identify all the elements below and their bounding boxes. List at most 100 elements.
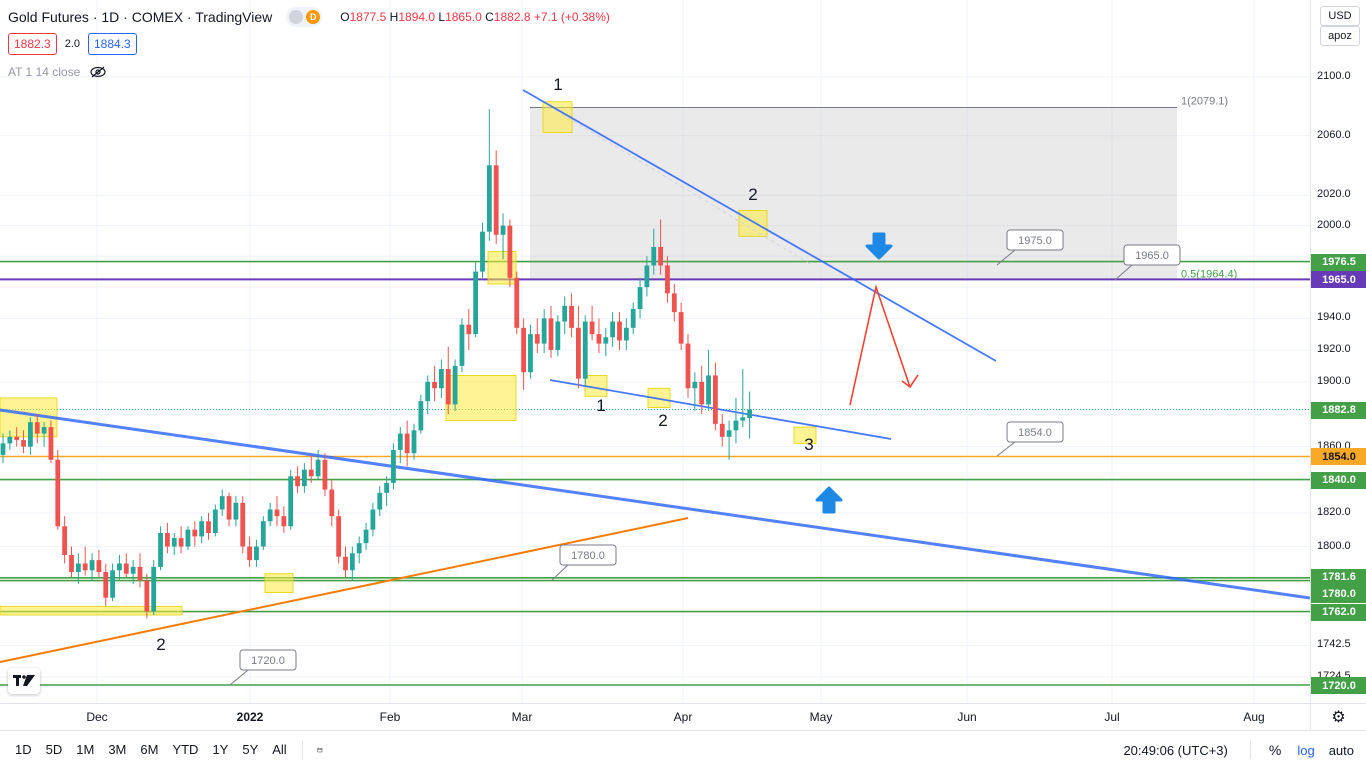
- candle-body: [713, 375, 718, 424]
- price-chart[interactable]: 1(2079.1) 0.5(1964.4) 1975.0 1965.0 1854.0 17…: [0, 0, 1310, 703]
- candle-body: [534, 334, 540, 344]
- candle-body: [21, 440, 26, 447]
- candle-body: [658, 247, 663, 266]
- go-to-date-calendar-icon[interactable]: [311, 742, 329, 758]
- range-ytd-button[interactable]: YTD: [172, 742, 199, 757]
- timezone-clock[interactable]: 20:49:06 (UTC+3): [1123, 742, 1228, 758]
- candle-body: [117, 563, 122, 571]
- callout-label: 1975.0: [1018, 235, 1052, 247]
- price-tick: 2100.0: [1317, 70, 1351, 82]
- candle-body: [425, 381, 431, 402]
- market-status-flag[interactable]: D: [286, 7, 323, 27]
- candle-body: [96, 560, 102, 573]
- candle-body: [363, 529, 369, 544]
- candle-body: [603, 337, 609, 344]
- candle-body: [514, 277, 520, 328]
- candle-body: [281, 516, 287, 527]
- long-downtrend-line: [0, 408, 1310, 600]
- candle-body: [562, 305, 568, 322]
- time-label: Jun: [957, 710, 977, 724]
- delayed-badge: D: [306, 10, 321, 24]
- time-label: May: [809, 710, 833, 724]
- currency-button[interactable]: USD: [1320, 6, 1360, 26]
- callout-pointer: [229, 669, 249, 686]
- forecast-path: [849, 284, 911, 406]
- candle-body: [178, 538, 184, 547]
- candle-body: [110, 570, 115, 598]
- candle-body: [322, 459, 328, 490]
- candle-body: [480, 231, 485, 272]
- sell-button[interactable]: 1882.3: [8, 33, 57, 55]
- candle-body: [137, 566, 143, 581]
- candle-body: [685, 343, 691, 389]
- indicator-label[interactable]: AT 1 14 close: [8, 65, 81, 79]
- range-1d-button[interactable]: 1D: [15, 742, 32, 757]
- price-level-label: 1854.0: [1311, 448, 1366, 466]
- chart-legend: Gold Futures · 1D · COMEX · TradingView …: [8, 7, 610, 27]
- candle-body: [267, 509, 273, 522]
- status-dot-icon: [289, 10, 304, 24]
- range-1y-button[interactable]: 1Y: [212, 742, 229, 757]
- candle-body: [452, 365, 458, 405]
- candle-body: [130, 566, 136, 574]
- candle-body: [384, 482, 389, 493]
- price-level-label: 1762.0: [1311, 603, 1366, 621]
- candle-body: [706, 375, 711, 405]
- time-label: Mar: [511, 710, 533, 724]
- candle-body: [254, 546, 259, 561]
- price-tick: 2020.0: [1317, 188, 1351, 201]
- percent-scale-toggle[interactable]: %: [1268, 742, 1282, 758]
- candle-body: [617, 321, 622, 341]
- candle-body: [206, 521, 211, 534]
- range-5d-button[interactable]: 5D: [45, 742, 63, 757]
- candle-body: [466, 324, 472, 335]
- candle-body: [274, 509, 280, 517]
- candle-body: [391, 449, 396, 483]
- chart-area[interactable]: 1(2079.1) 0.5(1964.4) 1975.0 1965.0 1854.0 17…: [0, 0, 1310, 703]
- auto-scale-toggle[interactable]: auto: [1328, 742, 1354, 758]
- close-value: 1882.8: [493, 10, 531, 24]
- range-5y-button[interactable]: 5Y: [242, 742, 259, 757]
- fib-retracement-zone: [530, 107, 1177, 281]
- candle-body: [541, 318, 547, 344]
- chart-settings-gear-icon[interactable]: ⚙: [1310, 703, 1366, 730]
- buy-button[interactable]: 1884.3: [88, 33, 137, 55]
- candle-body: [507, 225, 513, 278]
- time-axis[interactable]: Dec 2022 Feb Mar Apr May Jun Jul Aug: [0, 703, 1310, 730]
- range-3m-button[interactable]: 3M: [108, 742, 127, 757]
- bottom-toolbar: 1D 5D 1M 3M 6M YTD 1Y 5Y All 20:49:06 (U…: [0, 730, 1366, 768]
- candle-body: [377, 492, 383, 510]
- projection-dashed-line: [554, 109, 813, 266]
- candle-body: [493, 165, 499, 235]
- time-label: 2022: [236, 710, 264, 724]
- log-scale-toggle[interactable]: log: [1297, 742, 1315, 758]
- callout-label: 1780.0: [571, 550, 605, 562]
- range-1m-button[interactable]: 1M: [76, 742, 95, 757]
- range-6m-button[interactable]: 6M: [140, 742, 159, 757]
- symbol-title[interactable]: Gold Futures · 1D · COMEX · TradingView: [8, 9, 273, 25]
- candle-body: [288, 476, 294, 527]
- range-all-button[interactable]: All: [272, 742, 287, 757]
- low-value: 1865.0: [445, 10, 482, 24]
- account-button[interactable]: apoz: [1320, 26, 1360, 46]
- callout-pointer: [551, 564, 569, 581]
- wave-label: 1: [553, 75, 562, 94]
- price-level-label: 1965.0: [1311, 271, 1366, 289]
- candle-body: [610, 321, 616, 338]
- candle-body: [555, 321, 561, 350]
- highlight-zone: [264, 573, 294, 593]
- candle-body: [62, 526, 68, 555]
- eye-hidden-icon[interactable]: [90, 66, 106, 78]
- price-scale[interactable]: USD apoz 2100.0 2060.0 2020.0 2000.0 1940.0 1…: [1310, 0, 1366, 703]
- candle-body: [165, 533, 170, 547]
- time-label: Feb: [379, 710, 401, 724]
- highlight-zone: [793, 426, 817, 444]
- change-value: +7.1 (+0.38%): [533, 10, 610, 24]
- price-level-label: 1781.6: [1311, 568, 1366, 586]
- candle-body: [247, 546, 252, 561]
- candle-body: [459, 324, 465, 366]
- candle-body: [75, 563, 81, 573]
- tradingview-logo-icon[interactable]: [8, 668, 40, 694]
- candle-body: [473, 271, 479, 335]
- candle-body: [34, 422, 40, 434]
